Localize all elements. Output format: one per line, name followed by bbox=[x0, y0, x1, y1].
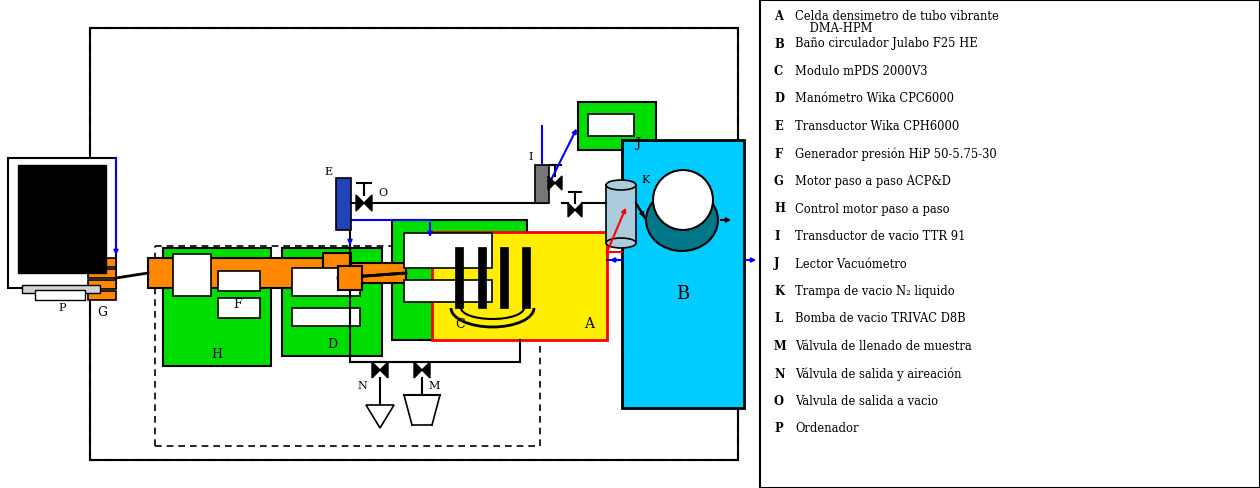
Bar bbox=[760, 0, 1260, 488]
Bar bbox=[455, 247, 462, 308]
Bar bbox=[338, 266, 362, 290]
Text: G: G bbox=[774, 175, 784, 188]
Bar bbox=[35, 290, 84, 300]
Text: C: C bbox=[455, 319, 465, 331]
Text: K: K bbox=[641, 175, 649, 185]
Text: B: B bbox=[774, 38, 784, 50]
Ellipse shape bbox=[606, 180, 636, 190]
Text: Motor paso a paso ACP&D: Motor paso a paso ACP&D bbox=[795, 175, 951, 188]
Polygon shape bbox=[554, 176, 562, 190]
Text: M: M bbox=[774, 340, 786, 353]
Text: D: D bbox=[326, 338, 338, 350]
Text: Celda densimetro de tubo vibrante: Celda densimetro de tubo vibrante bbox=[795, 10, 999, 23]
Polygon shape bbox=[372, 362, 381, 378]
Text: G: G bbox=[97, 305, 107, 319]
Text: F: F bbox=[233, 299, 242, 311]
Circle shape bbox=[653, 170, 713, 230]
Text: O: O bbox=[774, 395, 784, 408]
Text: H: H bbox=[212, 347, 223, 361]
Text: K: K bbox=[774, 285, 784, 298]
Bar bbox=[588, 114, 634, 136]
Text: Baño circulador Julabo F25 HE: Baño circulador Julabo F25 HE bbox=[795, 38, 978, 50]
Bar bbox=[404, 233, 491, 268]
Text: Lector Vacuómetro: Lector Vacuómetro bbox=[795, 258, 907, 270]
Text: L: L bbox=[774, 312, 782, 325]
Bar bbox=[173, 254, 210, 296]
Bar bbox=[392, 220, 527, 340]
Text: Trampa de vacio N₂ liquido: Trampa de vacio N₂ liquido bbox=[795, 285, 955, 298]
Bar bbox=[578, 102, 656, 150]
Bar bbox=[147, 258, 323, 288]
Text: N: N bbox=[774, 367, 785, 381]
Bar bbox=[88, 269, 116, 278]
Bar bbox=[163, 248, 271, 366]
Text: Valvula de salida a vacio: Valvula de salida a vacio bbox=[795, 395, 939, 408]
Bar bbox=[89, 28, 738, 460]
Ellipse shape bbox=[646, 189, 718, 251]
Bar bbox=[282, 248, 382, 356]
Bar bbox=[352, 263, 406, 283]
Text: Transductor de vacio TTR 91: Transductor de vacio TTR 91 bbox=[795, 230, 965, 243]
Bar bbox=[622, 140, 743, 408]
Text: L: L bbox=[677, 213, 688, 227]
Bar bbox=[292, 268, 360, 296]
Polygon shape bbox=[364, 195, 372, 211]
Bar bbox=[478, 247, 486, 308]
Text: DMA-HPM: DMA-HPM bbox=[795, 22, 872, 35]
Bar bbox=[522, 247, 530, 308]
Polygon shape bbox=[357, 195, 364, 211]
Polygon shape bbox=[415, 362, 422, 378]
Text: E: E bbox=[324, 167, 333, 177]
Text: Modulo mPDS 2000V3: Modulo mPDS 2000V3 bbox=[795, 65, 927, 78]
Bar bbox=[8, 158, 116, 288]
Text: O: O bbox=[378, 188, 387, 198]
Text: Bomba de vacio TRIVAC D8B: Bomba de vacio TRIVAC D8B bbox=[795, 312, 965, 325]
Text: Ordenador: Ordenador bbox=[795, 423, 858, 435]
Bar bbox=[88, 258, 116, 267]
Text: B: B bbox=[677, 285, 689, 303]
Text: P: P bbox=[774, 423, 782, 435]
Bar bbox=[336, 178, 352, 230]
Polygon shape bbox=[422, 362, 430, 378]
Bar bbox=[218, 298, 260, 318]
Text: I: I bbox=[529, 152, 533, 162]
Bar bbox=[88, 291, 116, 300]
Text: I: I bbox=[774, 230, 780, 243]
Bar bbox=[88, 280, 116, 289]
Text: A: A bbox=[774, 10, 782, 23]
Text: J: J bbox=[635, 138, 640, 150]
Text: Válvula de salida y aireación: Válvula de salida y aireación bbox=[795, 367, 961, 381]
Text: D: D bbox=[774, 93, 784, 105]
Polygon shape bbox=[548, 176, 554, 190]
Text: H: H bbox=[774, 203, 785, 216]
Bar bbox=[21, 285, 100, 293]
Text: Control motor paso a paso: Control motor paso a paso bbox=[795, 203, 950, 216]
Bar bbox=[404, 280, 491, 302]
Text: A: A bbox=[583, 317, 593, 331]
Text: P: P bbox=[58, 303, 66, 313]
Text: F: F bbox=[774, 147, 782, 161]
Text: E: E bbox=[774, 120, 782, 133]
Text: M: M bbox=[428, 381, 440, 391]
Text: Generador presión HiP 50-5.75-30: Generador presión HiP 50-5.75-30 bbox=[795, 147, 997, 161]
Bar bbox=[536, 165, 549, 203]
Polygon shape bbox=[568, 203, 575, 217]
Bar bbox=[323, 253, 352, 293]
Bar bbox=[18, 165, 106, 273]
Bar bbox=[292, 308, 360, 326]
Text: Manómetro Wika CPC6000: Manómetro Wika CPC6000 bbox=[795, 93, 954, 105]
Text: J: J bbox=[774, 258, 780, 270]
Text: C: C bbox=[774, 65, 784, 78]
Text: Transductor Wika CPH6000: Transductor Wika CPH6000 bbox=[795, 120, 959, 133]
Polygon shape bbox=[381, 362, 388, 378]
Bar bbox=[500, 247, 508, 308]
Text: Válvula de llenado de muestra: Válvula de llenado de muestra bbox=[795, 340, 971, 353]
Polygon shape bbox=[365, 405, 394, 428]
Bar bbox=[432, 232, 607, 340]
Ellipse shape bbox=[606, 238, 636, 248]
Text: N: N bbox=[357, 381, 367, 391]
Bar bbox=[606, 185, 636, 243]
Polygon shape bbox=[575, 203, 582, 217]
Bar bbox=[218, 271, 260, 291]
